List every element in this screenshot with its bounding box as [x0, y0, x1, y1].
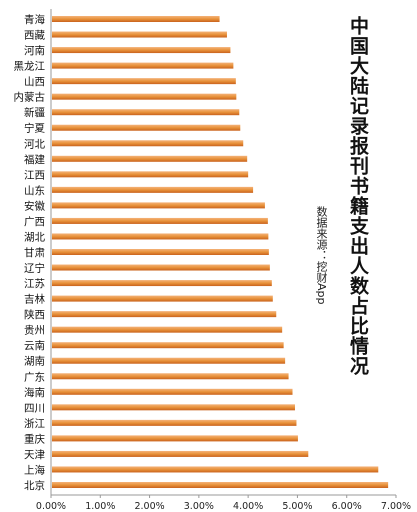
category-label: 西藏	[24, 30, 45, 42]
bar-28	[52, 435, 298, 442]
bar-31	[52, 482, 389, 488]
category-label: 河南	[24, 44, 45, 57]
category-label: 甘肃	[24, 246, 45, 259]
category-label: 天津	[24, 449, 45, 461]
bar-11	[52, 171, 249, 178]
category-label: 宁夏	[24, 122, 45, 135]
bar-26	[52, 404, 295, 411]
category-label: 江西	[24, 169, 45, 181]
bar-27	[52, 419, 297, 426]
x-tick-label: 3.00%	[184, 501, 214, 512]
category-label: 湖南	[24, 355, 45, 368]
category-label: 吉林	[24, 293, 45, 306]
category-label: 上海	[24, 463, 45, 476]
category-label: 重庆	[24, 432, 45, 445]
category-label: 山西	[24, 76, 45, 88]
category-label: 贵州	[24, 324, 45, 337]
category-label: 安徽	[24, 199, 45, 212]
category-label: 海南	[24, 386, 45, 399]
bar-30	[52, 466, 379, 473]
x-tick-label: 0.00%	[36, 501, 66, 512]
bar-2	[52, 31, 227, 38]
bar-15	[52, 233, 269, 240]
x-tick-label: 2.00%	[134, 501, 164, 512]
bar-7	[52, 109, 240, 116]
x-tick-label: 1.00%	[85, 501, 115, 512]
chart-title: 中国大陆记录报刊书籍支出人数占比情况	[347, 16, 369, 376]
category-label: 浙江	[24, 418, 45, 430]
category-label: 辽宁	[24, 262, 45, 275]
bar-17	[52, 264, 270, 271]
bar-29	[52, 450, 309, 457]
category-label: 陕西	[24, 308, 45, 321]
bar-9	[52, 140, 244, 147]
x-tick-label: 4.00%	[233, 501, 263, 512]
bar-23	[52, 357, 286, 364]
bar-18	[52, 280, 272, 287]
bar-1	[52, 16, 220, 22]
bar-4	[52, 62, 234, 69]
category-label: 北京	[24, 479, 45, 492]
category-label: 内蒙古	[14, 91, 46, 104]
bar-13	[52, 202, 265, 209]
bar-12	[52, 186, 254, 193]
category-label: 新疆	[24, 106, 45, 119]
bar-8	[52, 124, 241, 131]
source-note: 数据来源：挖财App	[315, 206, 328, 305]
bar-22	[52, 342, 284, 349]
bar-5	[52, 78, 236, 85]
bar-21	[52, 326, 283, 333]
category-label: 河北	[24, 138, 45, 150]
category-label: 江苏	[24, 277, 45, 290]
bar-16	[52, 249, 269, 255]
bar-19	[52, 295, 273, 302]
category-label: 福建	[24, 153, 45, 166]
x-tick-label: 5.00%	[282, 501, 312, 512]
x-tick-label: 7.00%	[381, 501, 411, 512]
category-label: 云南	[24, 339, 45, 352]
bar-24	[52, 373, 289, 380]
category-label: 山东	[24, 184, 45, 197]
category-label: 广东	[24, 370, 45, 383]
bar-3	[52, 47, 231, 54]
category-label: 四川	[24, 402, 45, 414]
x-tick-label: 6.00%	[332, 501, 362, 512]
category-label: 湖北	[24, 231, 45, 243]
category-label: 广西	[24, 216, 45, 228]
bar-20	[52, 311, 277, 318]
bar-6	[52, 93, 237, 100]
bar-10	[52, 155, 248, 162]
bar-25	[52, 388, 293, 395]
bar-14	[52, 217, 268, 224]
category-label: 黑龙江	[14, 60, 46, 73]
category-label: 青海	[24, 13, 45, 26]
